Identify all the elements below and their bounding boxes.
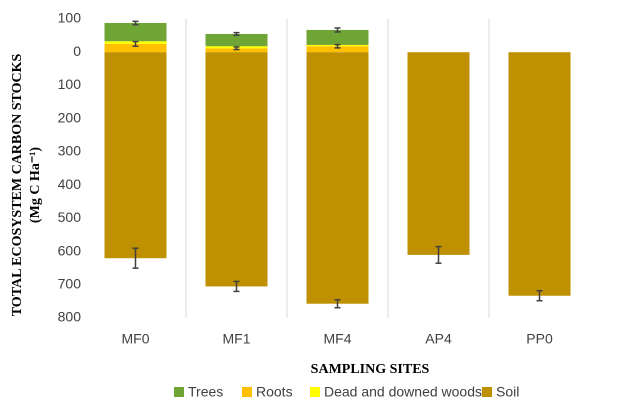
- legend-label: Trees: [188, 384, 223, 400]
- y-tick-label: 0: [73, 43, 81, 59]
- error-bar: [132, 20, 139, 26]
- y-tick-label: 400: [58, 176, 82, 192]
- x-tick-label: MF4: [324, 331, 352, 347]
- x-tick-label: MF1: [223, 331, 251, 347]
- bar: [306, 46, 369, 53]
- error-bar: [334, 27, 341, 33]
- error-bar: [233, 46, 240, 51]
- y-tick-label: 100: [58, 76, 82, 92]
- error-bar: [334, 43, 341, 49]
- legend-swatch: [174, 387, 184, 397]
- x-tick-label: MF0: [122, 331, 150, 347]
- legend-label: Dead and downed woods: [324, 384, 482, 400]
- y-tick-label: 100: [58, 10, 82, 26]
- error-bar: [233, 280, 240, 293]
- error-bar: [435, 245, 442, 264]
- bar: [104, 52, 167, 259]
- error-bar: [132, 40, 139, 47]
- y-tick-label: 500: [58, 209, 82, 225]
- bar: [407, 52, 470, 255]
- bar: [104, 43, 167, 53]
- bar: [104, 22, 167, 42]
- error-bar: [536, 290, 543, 302]
- bar: [306, 52, 369, 304]
- error-bar: [233, 31, 240, 37]
- legend-swatch: [242, 387, 252, 397]
- y-axis-title: (Mg C Ha⁻¹): [28, 147, 43, 223]
- legend-label: Roots: [256, 384, 293, 400]
- bar: [205, 52, 268, 287]
- x-tick-label: PP0: [526, 331, 553, 347]
- error-bar: [132, 247, 139, 269]
- x-axis-title: SAMPLING SITES: [311, 362, 430, 377]
- error-bar: [334, 298, 341, 309]
- x-tick-label: AP4: [425, 331, 452, 347]
- y-tick-label: 300: [58, 143, 82, 159]
- bar: [306, 29, 369, 45]
- legend-swatch: [310, 387, 320, 397]
- bar: [508, 52, 571, 296]
- y-tick-label: 800: [58, 309, 82, 325]
- legend-label: Soil: [496, 384, 519, 400]
- y-tick-label: 700: [58, 275, 82, 291]
- y-tick-label: 200: [58, 109, 82, 125]
- legend-swatch: [482, 387, 492, 397]
- y-tick-label: 600: [58, 242, 82, 258]
- bar: [205, 33, 268, 47]
- y-axis-title: TOTAL ECOSYSTEM CARBON STOCKS: [10, 54, 25, 317]
